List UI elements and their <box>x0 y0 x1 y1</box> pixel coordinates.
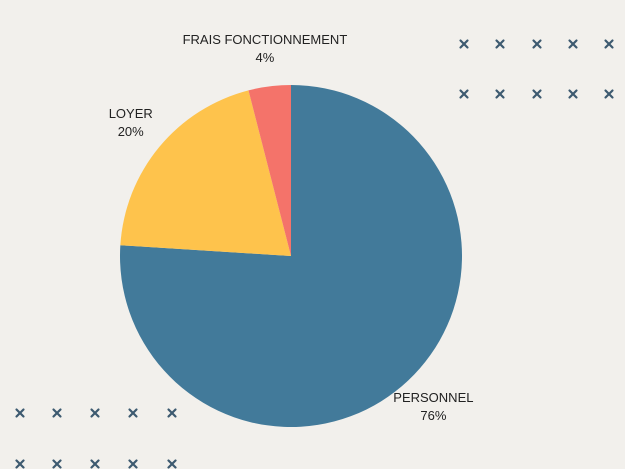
cross-stroke <box>128 459 138 469</box>
cross-stroke <box>459 39 469 49</box>
slice-value-label: 20% <box>118 124 144 139</box>
cross-stroke <box>532 89 542 99</box>
cross-stroke <box>604 89 614 99</box>
cross-stroke <box>604 39 614 49</box>
cross-stroke <box>52 408 62 418</box>
decoration <box>15 39 614 469</box>
pie-slice <box>120 90 291 256</box>
slice-label: LOYER <box>109 106 153 121</box>
cross-stroke <box>495 89 505 99</box>
cross-stroke <box>15 459 25 469</box>
cross-stroke <box>532 39 542 49</box>
slice-value-label: 4% <box>256 50 275 65</box>
cross-stroke <box>167 408 177 418</box>
cross-stroke <box>52 459 62 469</box>
cross-stroke <box>15 408 25 418</box>
slice-value-label: 76% <box>420 408 446 423</box>
cross-stroke <box>128 408 138 418</box>
cross-stroke <box>459 89 469 99</box>
cross-stroke <box>167 459 177 469</box>
cross-stroke <box>568 39 578 49</box>
slice-label: PERSONNEL <box>393 390 473 405</box>
cross-stroke <box>90 459 100 469</box>
slice-label: FRAIS FONCTIONNEMENT <box>183 32 348 47</box>
cross-stroke <box>495 39 505 49</box>
cross-stroke <box>568 89 578 99</box>
pie-slice <box>248 85 291 256</box>
cross-stroke <box>90 408 100 418</box>
